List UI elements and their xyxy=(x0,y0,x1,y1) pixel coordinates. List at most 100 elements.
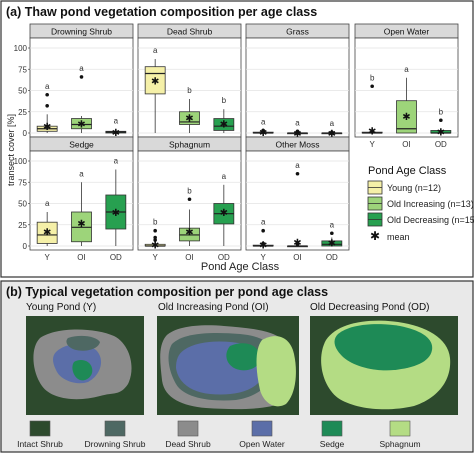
pond-title-young: Young Pond (Y) xyxy=(26,302,96,313)
x-tick-label: OI xyxy=(185,253,193,262)
y-tick-label: 25 xyxy=(18,221,27,230)
legend-title: Pond Age Class xyxy=(368,165,447,177)
facet-title: Dead Shrub xyxy=(167,27,213,37)
drowning-shrub-area xyxy=(66,335,100,351)
box-y: ✱a xyxy=(36,82,58,133)
box-iqr xyxy=(213,118,235,131)
significance-letter: a xyxy=(222,172,227,181)
significance-letter: b xyxy=(153,218,158,227)
outlier-point xyxy=(261,228,265,233)
outlier-point xyxy=(153,238,157,242)
significance-letter: a xyxy=(114,157,119,166)
outlier-point xyxy=(370,129,374,134)
box-od: ✱b xyxy=(430,107,452,138)
significance-letter: b xyxy=(187,186,192,195)
x-tick-label: OI xyxy=(77,253,85,262)
box-iqr xyxy=(71,118,92,130)
age-class-legend: Pond Age Class Young (n=12) Old Increasi… xyxy=(367,165,474,243)
box-oi: ✱a xyxy=(71,169,92,246)
facet-title: Sedge xyxy=(69,140,94,150)
mean-marker: ✱ xyxy=(328,129,336,140)
x-tick-label: Y xyxy=(260,253,266,262)
mean-marker: ✱ xyxy=(220,120,228,131)
x-tick-label: OD xyxy=(218,253,230,262)
box-y: ✱a xyxy=(252,117,274,139)
y-tick-label: 75 xyxy=(18,65,27,74)
box-oi: ✱a xyxy=(287,118,308,140)
significance-letter: a xyxy=(153,46,158,55)
legend-item-drowning-shrub: Drowning Shrub xyxy=(85,420,146,449)
box-iqr xyxy=(321,240,343,247)
significance-letter: b xyxy=(370,73,375,82)
mean-marker: ✱ xyxy=(43,122,51,133)
significance-letter: a xyxy=(79,169,84,178)
box-iqr xyxy=(179,111,200,125)
outlier-point xyxy=(295,242,300,247)
outlier-point xyxy=(330,231,334,236)
significance-letter: a xyxy=(45,199,50,208)
box-od: ✱a xyxy=(105,117,127,139)
y-tick-label: 100 xyxy=(14,157,28,166)
legend-label: Dead Shrub xyxy=(165,439,211,449)
plot-area xyxy=(245,37,350,138)
sedge-area xyxy=(72,360,93,381)
box-oi: ✱b xyxy=(179,186,200,246)
legend-label: Intact Shrub xyxy=(17,439,63,449)
significance-letter: a xyxy=(114,117,119,126)
legend-label: Drowning Shrub xyxy=(85,439,146,449)
x-tick-label: Y xyxy=(152,253,158,262)
outlier-point xyxy=(295,171,300,176)
facet-title: Drowning Shrub xyxy=(51,27,112,37)
outlier-point xyxy=(370,84,374,89)
box-od: ✱a xyxy=(321,119,343,140)
box-od: ✱a xyxy=(105,157,127,246)
young-pond-illustration xyxy=(26,316,144,415)
mean-marker: ✱ xyxy=(368,126,376,137)
significance-letter: a xyxy=(45,82,50,91)
mean-marker: ✱ xyxy=(112,208,120,219)
y-tick-label: 25 xyxy=(18,108,27,117)
facet-other-moss: Other Moss✱a✱a✱aY OI OD xyxy=(245,136,350,262)
significance-letter: b xyxy=(187,86,192,95)
sedge-area xyxy=(334,324,433,371)
legend-label: Open Water xyxy=(239,439,285,449)
x-tick-label: OI xyxy=(293,253,301,262)
mean-marker: ✱ xyxy=(112,128,120,139)
legend-item-old-increasing: Old Increasing (n=13) xyxy=(367,196,474,211)
legend-swatch xyxy=(389,420,411,437)
mean-marker: ✱ xyxy=(151,76,159,87)
significance-letter: b xyxy=(222,96,227,105)
outlier-point xyxy=(79,75,84,79)
legend-item-sphagnum: Sphagnum xyxy=(379,420,421,449)
mean-marker: ✱ xyxy=(185,114,193,125)
mean-marker: ✱ xyxy=(77,120,85,131)
mean-symbol-icon: ✱ xyxy=(370,229,380,243)
significance-letter: a xyxy=(330,119,335,128)
significance-letter: a xyxy=(295,161,300,170)
facet-dead-shrub: Dead Shrub✱a✱b✱b xyxy=(137,23,242,138)
legend-label: Sphagnum xyxy=(379,439,420,449)
legend-item-intact-shrub: Intact Shrub xyxy=(17,420,63,449)
facet-title: Sphagnum xyxy=(169,140,210,150)
sedge-area xyxy=(226,343,261,371)
x-axis-label: Pond Age Class xyxy=(201,261,280,273)
significance-letter: a xyxy=(79,64,84,73)
x-tick-label: OD xyxy=(110,253,122,262)
outlier-point xyxy=(295,129,300,134)
y-tick-label: 75 xyxy=(18,178,27,187)
facet-title: Open Water xyxy=(384,27,430,37)
y-tick-label: 100 xyxy=(14,44,28,53)
box-oi: ✱b xyxy=(179,86,200,133)
x-tick-label: OD xyxy=(435,140,447,149)
mean-marker: ✱ xyxy=(220,208,228,219)
x-tick-label: Y xyxy=(369,140,375,149)
facet-sphagnum: Sphagnum✱b✱b✱aY OI OD xyxy=(137,136,242,262)
x-tick-label: Y xyxy=(44,253,50,262)
legend-label-mean: mean xyxy=(387,232,410,242)
box-oi: ✱a xyxy=(287,161,308,249)
legend-swatch xyxy=(29,420,51,437)
